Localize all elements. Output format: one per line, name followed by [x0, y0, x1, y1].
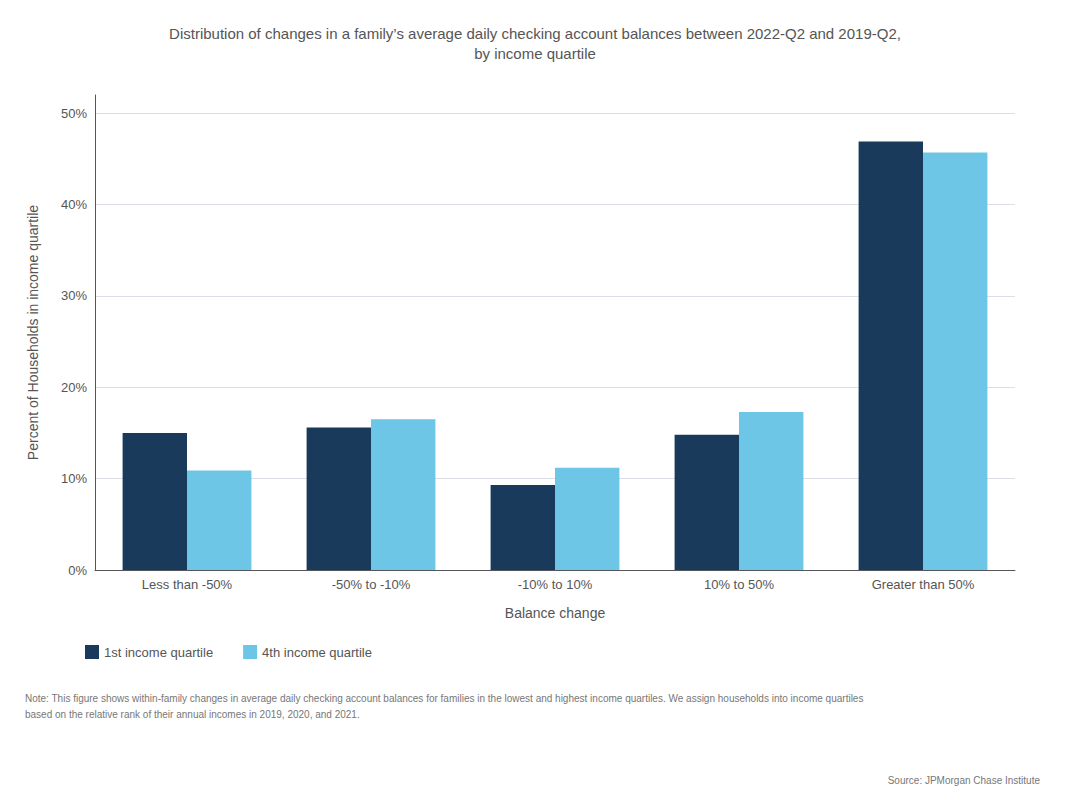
svg-text:10%: 10% [61, 471, 87, 486]
svg-text:-50% to -10%: -50% to -10% [332, 577, 411, 592]
svg-text:40%: 40% [61, 197, 87, 212]
svg-text:-10% to 10%: -10% to 10% [518, 577, 593, 592]
svg-text:Source: JPMorgan Chase Institu: Source: JPMorgan Chase Institute [888, 775, 1041, 786]
svg-text:based on the relative rank of: based on the relative rank of their annu… [25, 709, 360, 720]
svg-text:Greater than 50%: Greater than 50% [872, 577, 975, 592]
svg-text:Distribution of changes in a f: Distribution of changes in a family’s av… [169, 25, 901, 42]
svg-text:10% to 50%: 10% to 50% [704, 577, 775, 592]
svg-text:Balance change: Balance change [505, 605, 606, 621]
svg-text:4th income quartile: 4th income quartile [262, 645, 372, 660]
svg-text:Percent of Households in incom: Percent of Households in income quartile [25, 205, 41, 460]
svg-text:0%: 0% [68, 563, 87, 578]
svg-text:20%: 20% [61, 380, 87, 395]
svg-text:Note: This figure shows within: Note: This figure shows within-family ch… [25, 693, 863, 704]
svg-text:by income quartile: by income quartile [474, 45, 596, 62]
svg-text:50%: 50% [61, 106, 87, 121]
svg-text:1st income quartile: 1st income quartile [104, 645, 213, 660]
svg-text:Less than -50%: Less than -50% [142, 577, 233, 592]
svg-text:30%: 30% [61, 288, 87, 303]
